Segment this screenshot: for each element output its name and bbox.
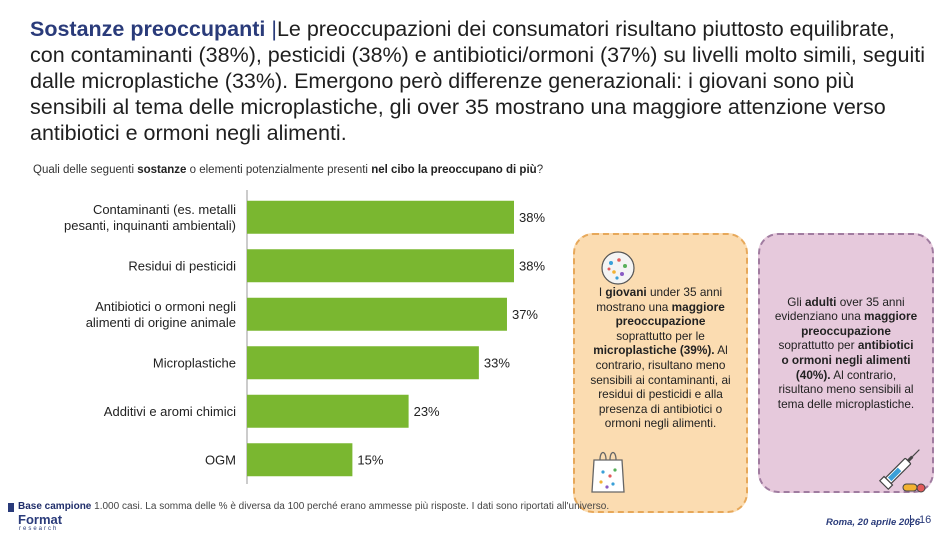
question-text: Quali delle seguenti (33, 164, 138, 176)
bar-value-label: 38% (519, 210, 545, 225)
question-bold: nel cibo la preoccupano di più (371, 164, 537, 176)
callout-young: I giovani under 35 anni mostrano una mag… (573, 233, 748, 513)
category-label: Antibiotici o ormoni negli alimenti di or… (86, 299, 236, 330)
question-text: ? (536, 164, 544, 176)
logo: Format (18, 512, 63, 527)
callout-adult: Gli adulti over 35 anni evidenziano una … (758, 233, 934, 493)
bar-2 (247, 297, 507, 331)
bar-0 (247, 200, 514, 234)
bar-4 (247, 394, 409, 428)
page-number: 16 (919, 514, 932, 526)
question-text: o elementi potenzialmente presenti (186, 164, 372, 176)
logo-subtitle: research (19, 526, 59, 532)
page-heading: Sostanze preoccupanti |Le preoccupazioni… (30, 16, 930, 146)
footer-note-bold: Base campione (18, 501, 92, 512)
bar-value-label: 37% (512, 307, 538, 322)
footer-marker (8, 503, 14, 512)
bar-value-label: 38% (519, 258, 545, 273)
bar-1 (247, 249, 514, 283)
bar-value-label: 15% (357, 452, 383, 467)
page-separator (910, 515, 911, 527)
category-label: Additivi e aromi chimici (104, 404, 236, 419)
bar-5 (247, 443, 353, 477)
footer-note-text: 1.000 casi. La somma delle % è diversa d… (91, 501, 610, 512)
report-date: Roma, 20 aprile 2026 (826, 517, 920, 528)
syringe-pills-icon (878, 449, 926, 493)
callout-young-text: I giovani under 35 anni mostrano una mag… (590, 285, 731, 431)
footer-note: Base campione 1.000 casi. La somma delle… (18, 501, 609, 512)
bar-3 (247, 346, 479, 380)
callout-adult-text: Gli adulti over 35 anni evidenziano una … (774, 294, 918, 411)
category-label: Microplastiche (153, 355, 236, 370)
heading-text: Le preoccupazioni dei consumatori risult… (30, 17, 925, 145)
bar-value-label: 33% (484, 355, 510, 370)
category-label: Residui di pesticidi (128, 258, 236, 273)
category-label: OGM (205, 452, 236, 467)
bar-value-label: 23% (414, 404, 440, 419)
bar-chart: 38% Contaminanti (es. metalli pesanti, inq… (64, 190, 545, 484)
survey-question: Quali delle seguenti sostanze o elementi… (33, 164, 543, 176)
plastic-bag-icon (591, 451, 625, 493)
category-label: Contaminanti (es. metalli pesanti, inquin… (64, 202, 236, 233)
heading-separator: | (271, 17, 277, 41)
heading-title-bold: Sostanze preoccupanti (30, 17, 266, 41)
question-bold: sostanze (137, 164, 187, 176)
microplastics-icon (601, 251, 635, 285)
